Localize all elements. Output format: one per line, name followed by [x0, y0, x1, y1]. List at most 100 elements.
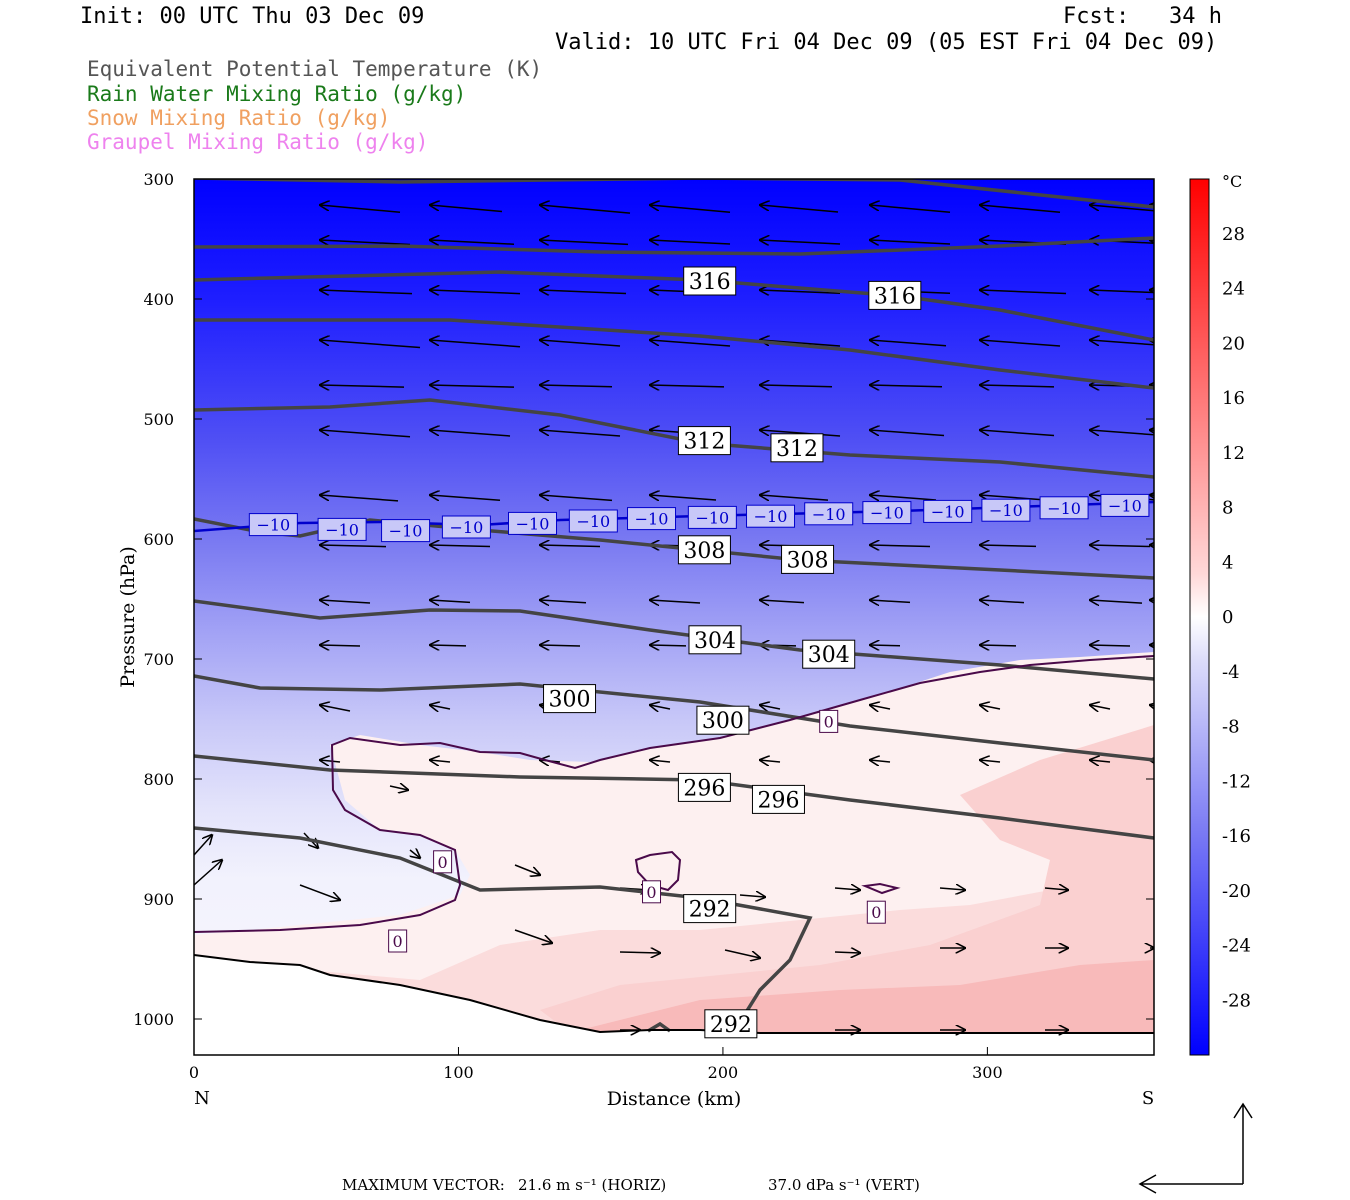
- colorbar-tick-labels: 28 24 20 16 12 8 4 0 -4 -8 -12 -16 -20 -24 -28: [1222, 224, 1251, 1012]
- wind-vector: [650, 340, 731, 347]
- y-axis-label: Pressure (hPa): [117, 546, 139, 688]
- wind-vector: [870, 760, 891, 762]
- wind-vector: [430, 545, 491, 547]
- wind-vector: [430, 290, 521, 294]
- wind-vector: [320, 760, 341, 762]
- colorbar-tick-label: 4: [1222, 552, 1233, 573]
- wind-vector: [540, 205, 631, 214]
- y-tick-label: 900: [143, 890, 174, 909]
- colorbar-tick-label: 12: [1222, 443, 1245, 464]
- wind-vector: [540, 495, 613, 502]
- wind-vector: [1044, 888, 1068, 890]
- wind-vector: [980, 600, 1025, 603]
- wind-vector: [650, 760, 671, 762]
- colorbar-tick-label: -24: [1222, 936, 1251, 957]
- temp-label-box: [862, 501, 912, 525]
- temp-label: −10: [450, 518, 484, 537]
- legend-graupel: Graupel Mixing Ratio (g/kg): [87, 130, 429, 154]
- colorbar-tick-label: 24: [1222, 279, 1245, 300]
- wind-vector: [430, 205, 503, 213]
- temp-label: 0: [393, 932, 403, 951]
- wind-vector: [1090, 645, 1131, 646]
- wind-vector: [870, 545, 931, 547]
- theta-e-label: 300: [549, 688, 591, 713]
- temp-label: −10: [389, 522, 423, 541]
- theta-e-label-box: [543, 684, 597, 714]
- wind-vector: [1090, 290, 1154, 294]
- wind-vector: [619, 952, 660, 953]
- colorbar: [1189, 178, 1210, 1056]
- temp-label-box: [441, 515, 491, 539]
- wind-vector: [760, 240, 841, 244]
- wind-vector: [430, 645, 467, 646]
- y-tick-label: 400: [143, 290, 174, 309]
- wind-vector: [980, 495, 1047, 500]
- wind-vector: [540, 600, 587, 603]
- colorbar-tick-label: 8: [1222, 498, 1233, 519]
- temp-label-box: [819, 709, 839, 733]
- theta-e-label: 304: [694, 629, 736, 654]
- wind-vector: [389, 786, 408, 790]
- wind-vector: [650, 705, 671, 709]
- wind-vector: [650, 205, 731, 213]
- wind-vector: [320, 340, 421, 349]
- wind-vector: [410, 850, 420, 858]
- theta-e-label: 292: [710, 1013, 752, 1038]
- wind-vector: [870, 430, 945, 437]
- wind-vector: [320, 600, 371, 603]
- colorbar-tick-label: -8: [1222, 717, 1240, 738]
- temp-label-box: [687, 505, 737, 529]
- wind-vector: [980, 705, 1001, 709]
- temp-label-box: [381, 519, 431, 543]
- temp-label: −10: [870, 504, 904, 523]
- legend-rain-water: Rain Water Mixing Ratio (g/kg): [87, 82, 467, 106]
- wind-vector: [980, 290, 1067, 293]
- vector-key: [1138, 1102, 1253, 1194]
- temp-label-box: [433, 850, 453, 874]
- init-time: Init: 00 UTC Thu 03 Dec 09: [80, 4, 425, 29]
- colorbar-tick-label: 0: [1222, 607, 1233, 628]
- colorbar-tick-label: -28: [1222, 990, 1251, 1011]
- wind-vectors: [194, 205, 1154, 1030]
- wind-vector: [760, 760, 781, 762]
- wind-vector: [514, 864, 540, 875]
- theta-e-label-box: [770, 433, 824, 463]
- wind-vector: [320, 545, 387, 547]
- wind-vector: [760, 600, 805, 603]
- wind-vector: [760, 705, 781, 709]
- footer-horiz-vector: 21.6 m s⁻¹ (HORIZ): [518, 1176, 667, 1194]
- theta-e-label: 296: [757, 788, 799, 813]
- wind-vector: [870, 340, 947, 347]
- theta-e-label-box: [688, 625, 742, 655]
- temp-label: −10: [635, 510, 669, 529]
- wind-vector: [430, 240, 515, 244]
- wind-vector: [980, 385, 1055, 387]
- y-tick-label: 500: [143, 410, 174, 429]
- x-axis-label: Distance (km): [607, 1088, 742, 1110]
- theta-e-label-box: [704, 1009, 758, 1039]
- wind-vector: [430, 385, 515, 387]
- y-tick-label: 1000: [133, 1010, 174, 1029]
- wind-vector: [760, 385, 833, 387]
- temp-label-box: [1100, 493, 1150, 517]
- temp-label: −10: [576, 512, 610, 531]
- wind-vector: [834, 888, 860, 890]
- wind-vector: [320, 430, 411, 438]
- wind-vector: [650, 645, 687, 646]
- wind-vector: [430, 600, 471, 602]
- wind-vector: [870, 205, 951, 213]
- x-tick-labels: 0 100 200 300: [189, 1063, 1003, 1082]
- temp-label: 0: [871, 903, 881, 922]
- temp-label: −10: [754, 507, 788, 526]
- temp-label: −10: [989, 501, 1023, 520]
- wind-vector: [980, 760, 1001, 762]
- temp-label-box: [746, 504, 796, 528]
- wind-vector: [320, 495, 399, 502]
- wind-vector: [650, 385, 725, 387]
- y-axis-ticks: [193, 178, 1154, 1055]
- wind-vector: [1090, 705, 1111, 709]
- temp-label: −10: [1047, 499, 1081, 518]
- wind-vector: [980, 340, 1061, 347]
- theta-e-label: 300: [702, 709, 744, 734]
